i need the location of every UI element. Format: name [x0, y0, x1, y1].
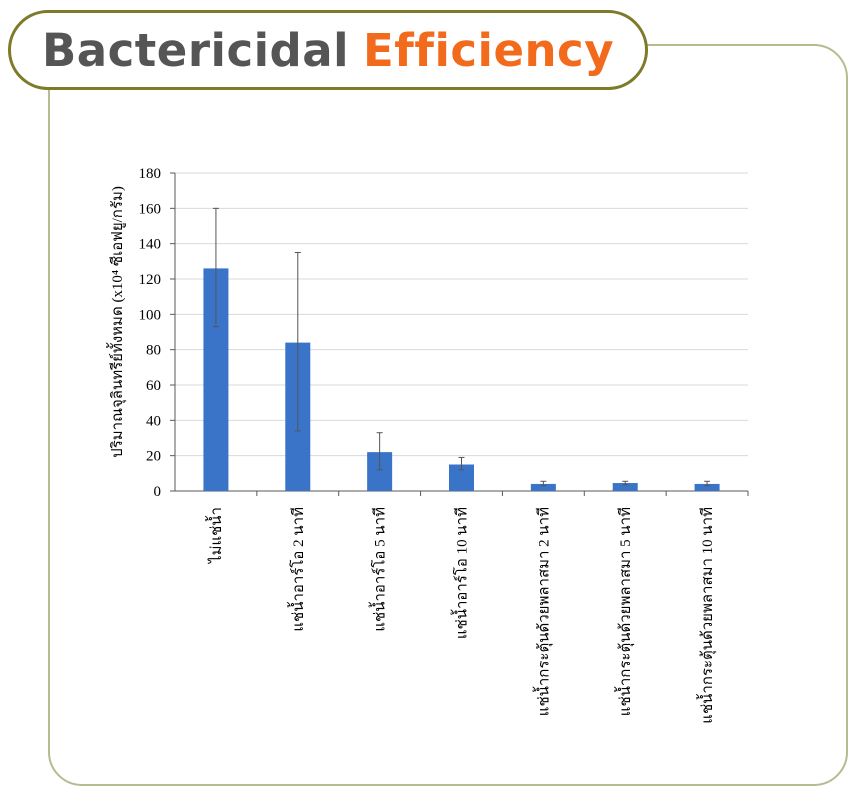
y-tick-label: 60	[146, 378, 161, 394]
y-tick-label: 20	[146, 449, 161, 465]
y-tick-label: 100	[139, 307, 162, 323]
y-tick-label: 0	[154, 484, 162, 500]
category-label: แช่น้ำกระตุ้นด้วยพลาสมา 2 นาที	[532, 507, 553, 716]
y-axis-title: ปริมาณจุลินทรีย์ทั้งหมด (x10⁴ ซีเอฟยู/กร…	[106, 186, 127, 458]
title-banner: Bactericidal Efficiency	[8, 10, 648, 90]
title-word-bactericidal: Bactericidal	[41, 23, 350, 77]
title-word-efficiency: Efficiency	[363, 23, 615, 77]
category-label: แช่น้ำกระตุ้นด้วยพลาสมา 10 นาที	[696, 507, 717, 724]
y-tick-label: 140	[139, 237, 162, 253]
y-tick-label: 120	[139, 272, 162, 288]
category-label: แช่น้ำอาร์โอ 2 นาที	[287, 507, 307, 632]
bar	[694, 483, 720, 491]
bar	[530, 483, 556, 491]
category-label: ไม่แช่น้ำ	[205, 507, 225, 564]
category-label: แช่น้ำอาร์โอ 10 นาที	[451, 507, 471, 639]
y-tick-label: 80	[146, 343, 161, 359]
category-label: แช่น้ำอาร์โอ 5 นาที	[369, 507, 389, 632]
page-title: Bactericidal Efficiency	[11, 13, 645, 87]
y-tick-label: 40	[146, 413, 161, 429]
y-tick-label: 160	[139, 201, 162, 217]
category-label: แช่น้ำกระตุ้นด้วยพลาสมา 5 นาที	[614, 507, 635, 716]
bar	[612, 483, 638, 491]
y-tick-label: 180	[139, 166, 162, 182]
